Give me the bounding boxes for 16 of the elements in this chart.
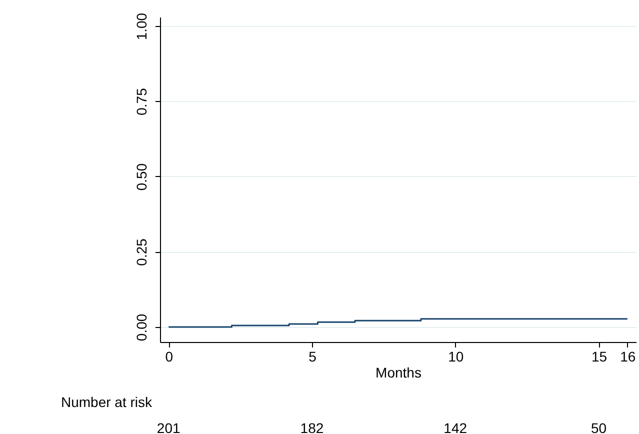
y-tick-label: 1.00 [134,12,150,40]
y-tick-label: 0.25 [134,238,150,266]
text: 50 [590,420,607,434]
x-tick-label: 15 [591,348,608,364]
x-tick-label: 16 [620,348,636,364]
y-tick-label: 0.75 [134,88,150,116]
x-tick-label: 10 [448,348,464,364]
y-tick-label: 0.00 [134,314,150,342]
text: 201 [156,420,180,434]
x-axis-title: Months [376,364,422,380]
text: 142 [444,420,468,434]
text: 182 [300,420,324,434]
x-tick-label: 5 [308,348,317,364]
text: Number at risk [60,394,153,410]
x-tick-label: 0 [165,348,174,364]
y-tick-label: 0.50 [134,163,150,191]
